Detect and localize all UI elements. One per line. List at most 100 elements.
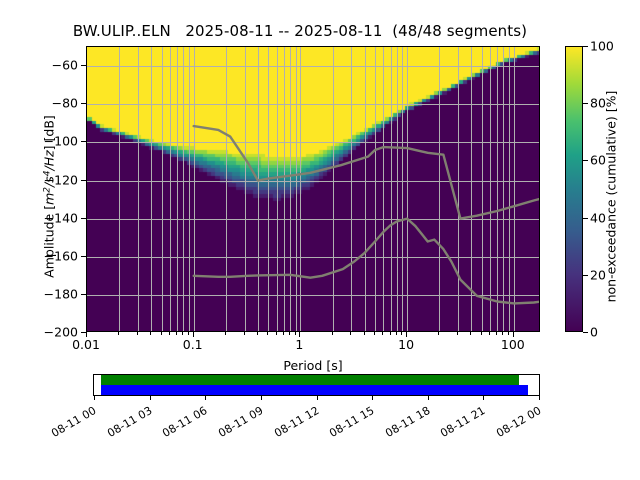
gridline-vertical: [300, 47, 302, 331]
x-tick-mark: [512, 332, 514, 337]
chart-title: BW.ULIP..ELN 2025-08-11 -- 2025-08-11 (4…: [72, 22, 528, 40]
data-coverage-timeline[interactable]: [93, 374, 540, 396]
gridline-vertical: [290, 47, 291, 331]
y-tick-label: −120: [43, 172, 78, 187]
colorbar-tick-label: 20: [590, 267, 606, 283]
y-axis-unit-den: /Hz: [41, 150, 57, 171]
gridline-vertical: [503, 47, 505, 331]
x-tick-mark: [382, 332, 384, 335]
colorbar-tick-mark: [583, 332, 588, 333]
x-tick-mark: [507, 332, 509, 335]
gridline-vertical: [508, 47, 510, 331]
x-tick-mark: [331, 332, 333, 335]
gridline-vertical: [351, 47, 353, 331]
x-axis-label: Period [s]: [283, 358, 343, 373]
gridline-vertical: [161, 47, 163, 331]
colorbar[interactable]: [565, 46, 583, 332]
x-tick-mark: [395, 332, 397, 335]
y-axis-unit-exp2: 4: [42, 170, 53, 177]
x-tick-mark: [457, 332, 458, 335]
gridline-vertical: [402, 47, 404, 331]
x-tick-mark: [406, 332, 408, 337]
gridline-vertical: [188, 47, 190, 331]
y-tick-mark: [81, 332, 86, 333]
x-tick-mark: [438, 332, 440, 335]
colorbar-tick-mark: [583, 46, 588, 47]
timeline-tick-mark: [316, 396, 318, 400]
x-tick-mark: [192, 332, 194, 337]
colorbar-tick-label: 100: [590, 38, 614, 54]
noise-model-nlnm: [192, 217, 539, 305]
x-tick-label: 0.1: [182, 337, 203, 352]
timeline-tick-label: 08-11 15: [327, 404, 377, 440]
gridline-vertical: [151, 47, 153, 331]
x-tick-label: 0.01: [72, 337, 100, 352]
x-tick-label: 100: [500, 337, 525, 352]
x-tick-label: 10: [398, 337, 415, 352]
colorbar-tick-mark: [583, 160, 588, 162]
x-tick-mark: [470, 332, 472, 335]
timeline-tick-label: 08-12 00: [494, 404, 544, 440]
x-tick-mark: [169, 332, 170, 335]
y-axis-label-pre: Amplitude [: [41, 204, 57, 278]
colorbar-tick-label: 80: [590, 95, 606, 111]
gridline-horizontal: [87, 294, 539, 296]
colorbar-tick-label: 60: [590, 152, 606, 168]
x-tick-mark: [160, 332, 162, 335]
y-axis-unit-mid: /s: [41, 176, 57, 187]
gridline-horizontal: [87, 142, 539, 144]
y-tick-label: −80: [51, 95, 78, 111]
y-tick-mark: [81, 255, 86, 257]
x-tick-label: 1: [295, 337, 304, 352]
gridline-vertical: [225, 47, 227, 331]
colorbar-tick-mark: [583, 217, 588, 219]
gridline-vertical: [490, 47, 492, 331]
x-tick-mark: [275, 332, 277, 335]
timeline-tick-mark: [483, 396, 485, 400]
x-tick-mark: [374, 332, 375, 335]
x-tick-mark: [136, 332, 138, 335]
gridline-horizontal: [87, 66, 539, 68]
gridline-vertical: [396, 47, 398, 331]
timeline-tick-mark: [260, 396, 262, 400]
gridline-vertical: [439, 47, 441, 331]
x-tick-mark: [243, 332, 245, 335]
colorbar-tick-mark: [583, 274, 588, 276]
noise-model-curves: [192, 124, 539, 305]
y-axis-unit-exp1: 2: [42, 186, 53, 193]
colorbar-tick-label: 40: [590, 210, 606, 226]
gridline-horizontal: [87, 256, 539, 258]
x-tick-mark: [256, 332, 258, 335]
colorbar-label: non-exceedance (cumulative) [%]: [603, 90, 619, 303]
noise-model-nhnm-lower-branch: [192, 124, 539, 220]
timeline-tick-label: 08-11 09: [216, 404, 266, 440]
x-tick-mark: [224, 332, 226, 335]
x-tick-mark: [289, 332, 290, 335]
gridline-horizontal: [87, 180, 539, 182]
gridline-vertical: [183, 47, 185, 331]
x-tick-mark: [502, 332, 504, 335]
timeline-tick-mark: [427, 396, 429, 400]
gridline-vertical: [383, 47, 385, 331]
x-tick-mark: [176, 332, 178, 335]
gridline-vertical: [244, 47, 246, 331]
y-axis-unit-num: m: [41, 192, 57, 205]
gridline-vertical: [481, 47, 483, 331]
x-tick-mark: [350, 332, 352, 335]
gridline-horizontal: [87, 104, 539, 106]
x-tick-mark: [401, 332, 403, 335]
colorbar-tick-label: 0: [590, 324, 598, 340]
gridline-vertical: [332, 47, 334, 331]
gridline-vertical: [497, 47, 499, 331]
y-tick-label: −100: [43, 133, 78, 149]
gridline-vertical: [257, 47, 259, 331]
y-axis-label: Amplitude [m2/s4/Hz] [dB]: [42, 52, 57, 342]
y-tick-label: −160: [43, 248, 78, 264]
gridline-vertical: [137, 47, 139, 331]
gridline-vertical: [513, 47, 515, 331]
timeline-tick-label: 08-11 06: [160, 404, 210, 440]
timeline-tick-label: 08-11 00: [49, 404, 99, 440]
ppsd-plot-area[interactable]: [86, 46, 540, 332]
x-tick-mark: [150, 332, 152, 335]
